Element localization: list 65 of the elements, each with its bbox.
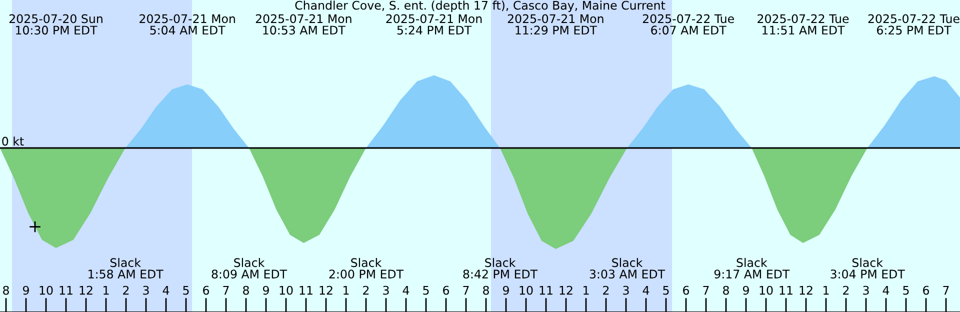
x-tick-label: 3 bbox=[863, 286, 869, 295]
x-tick-label: 7 bbox=[703, 286, 709, 295]
x-tick-label: 10 bbox=[280, 286, 293, 295]
x-tick-label: 11 bbox=[300, 286, 312, 295]
x-tick-label: 10 bbox=[40, 286, 53, 295]
x-tick-label: 1 bbox=[344, 286, 349, 295]
x-tick-label: 5 bbox=[663, 286, 669, 295]
x-tick-label: 1 bbox=[104, 286, 109, 295]
ref-line-label: 0 kt bbox=[2, 136, 24, 146]
text: Slack 1:58 AM EDT bbox=[88, 258, 164, 279]
x-tick-label: 2 bbox=[843, 286, 849, 295]
text: 2025-07-22 Tue 6:25 PM EDT bbox=[868, 14, 960, 35]
x-tick-label: 6 bbox=[923, 286, 930, 295]
x-tick-label: 12 bbox=[560, 286, 572, 295]
x-tick-label: 8 bbox=[723, 286, 729, 295]
x-tick-label: 12 bbox=[800, 286, 812, 295]
x-tick-label: 3 bbox=[623, 286, 629, 295]
x-tick-label: 5 bbox=[183, 286, 189, 295]
x-tick-label: 3 bbox=[143, 286, 149, 295]
chart-title: Chandler Cove, S. ent. (depth 17 ft), Casco Bay, Maine Current bbox=[295, 0, 666, 12]
x-tick-label: 12 bbox=[80, 286, 92, 295]
text: Slack 3:03 AM EDT bbox=[590, 258, 666, 279]
x-tick-label: 2 bbox=[123, 286, 129, 295]
x-tick-label: 9 bbox=[742, 286, 749, 295]
x-tick-label: 4 bbox=[642, 286, 650, 295]
text: 2025-07-22 Tue 6:07 AM EDT bbox=[642, 14, 734, 35]
text: 2025-07-21 Mon 11:29 PM EDT bbox=[508, 14, 604, 35]
x-tick-label: 2 bbox=[603, 286, 609, 295]
x-tick-label: 7 bbox=[463, 286, 469, 295]
x-tick-label: 6 bbox=[683, 286, 690, 295]
text: 2025-07-21 Mon 5:04 AM EDT bbox=[140, 14, 235, 35]
text: 2025-07-21 Mon 5:24 PM EDT bbox=[386, 14, 482, 35]
x-tick-label: 9 bbox=[22, 286, 29, 295]
x-tick-label: 1 bbox=[824, 286, 829, 295]
x-tick-label: 4 bbox=[882, 286, 890, 295]
x-tick-label: 6 bbox=[443, 286, 450, 295]
x-tick-label: 11 bbox=[540, 286, 552, 295]
x-tick-label: 8 bbox=[3, 286, 9, 295]
x-tick-label: 12 bbox=[320, 286, 332, 295]
x-tick-label: 4 bbox=[402, 286, 410, 295]
x-tick-label: 11 bbox=[60, 286, 72, 295]
x-tick-label: 6 bbox=[203, 286, 210, 295]
text: Slack 8:09 AM EDT bbox=[212, 258, 288, 279]
x-tick-label: 5 bbox=[903, 286, 909, 295]
x-tick-label: 9 bbox=[262, 286, 269, 295]
x-tick-label: 10 bbox=[520, 286, 533, 295]
text: Slack 8:42 PM EDT bbox=[463, 258, 538, 279]
x-tick-label: 4 bbox=[162, 286, 170, 295]
x-tick-label: 10 bbox=[760, 286, 773, 295]
text: 2025-07-20 Sun 10:30 PM EDT bbox=[9, 14, 102, 35]
x-tick-label: 7 bbox=[223, 286, 229, 295]
x-tick-label: 11 bbox=[780, 286, 792, 295]
x-tick-label: 3 bbox=[383, 286, 389, 295]
text: Slack 2:00 PM EDT bbox=[329, 258, 404, 279]
x-tick-label: 2 bbox=[363, 286, 369, 295]
text: Slack 3:04 PM EDT bbox=[830, 258, 905, 279]
x-tick-label: 8 bbox=[243, 286, 249, 295]
x-tick-label: 9 bbox=[502, 286, 509, 295]
x-tick-label: 7 bbox=[943, 286, 949, 295]
x-tick-label: 8 bbox=[483, 286, 489, 295]
text: 2025-07-21 Mon 10:53 AM EDT bbox=[256, 14, 352, 35]
text: 2025-07-22 Tue 11:51 AM EDT bbox=[758, 14, 849, 35]
x-tick-label: 1 bbox=[584, 286, 589, 295]
text: Slack 9:17 AM EDT bbox=[714, 258, 790, 279]
x-tick-label: 5 bbox=[423, 286, 429, 295]
